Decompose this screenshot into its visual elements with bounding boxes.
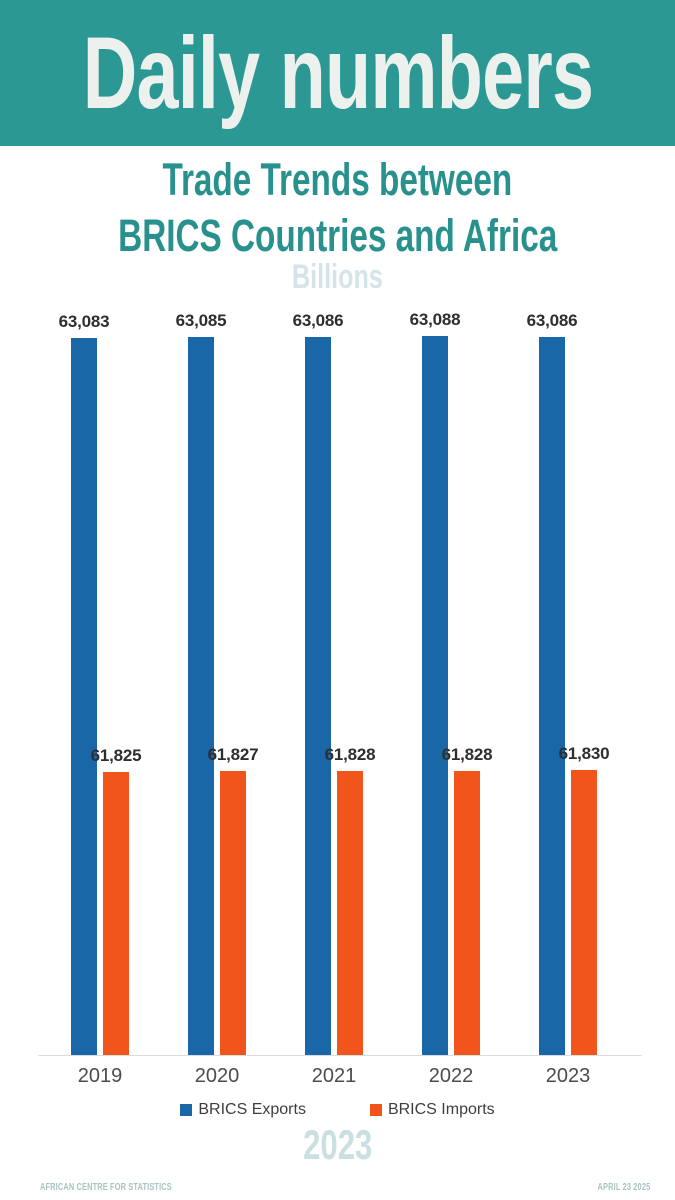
x-axis-labels: 2019 2020 2021 2022 2023 [40, 1064, 640, 1090]
chart-title-line1-text: Trade Trends between [162, 154, 513, 205]
bar-brics-exports-2021 [305, 337, 331, 1056]
x-axis-label-2020: 2020 [194, 1065, 240, 1087]
bar-brics-imports-2019 [103, 772, 129, 1056]
x-axis-baseline [38, 1055, 642, 1056]
bar-brics-imports-2020 [220, 771, 246, 1056]
bar-value-label-2022-imports: 61,828 [441, 745, 493, 764]
bar-brics-exports-2020 [188, 337, 214, 1056]
bar-value-label-2023-imports: 61,830 [558, 744, 610, 763]
x-axis-label-2022: 2022 [428, 1065, 474, 1087]
bar-brics-imports-2021 [337, 771, 363, 1056]
legend-label-exports: BRICS Exports [198, 1101, 306, 1118]
header-band: Daily numbers [0, 0, 675, 146]
legend-swatch-imports-icon [369, 1104, 382, 1116]
chart-title-line2-text: BRICS Countries and Africa [117, 210, 558, 261]
bar-value-label-2022-exports: 63,088 [409, 310, 461, 329]
bar-value-label-2019-imports: 61,825 [90, 746, 142, 765]
bar-value-label-2020-imports: 61,827 [207, 745, 259, 764]
bar-brics-exports-2023 [539, 337, 565, 1056]
footer-source-text: AFRICAN CENTRE FOR STATISTICS [40, 1182, 172, 1193]
big-year-watermark: 2023 [0, 1122, 675, 1168]
footer-date: APRIL 23 2025 [579, 1182, 650, 1193]
legend-item-imports: BRICS Imports [369, 1101, 495, 1119]
bar-chart-plot-area: 63,083 61,825 63,085 61,827 63,086 61,828 63,0… [40, 263, 640, 1056]
bar-value-label-2020-exports: 63,085 [175, 311, 227, 330]
chart-legend: BRICS Exports BRICS Imports [0, 1101, 675, 1119]
chart-title-line1: Trade Trends between [0, 152, 675, 208]
bar-brics-imports-2022 [454, 771, 480, 1056]
x-axis-label-2021: 2021 [311, 1065, 357, 1087]
footer-date-text: APRIL 23 2025 [597, 1182, 650, 1193]
bar-brics-exports-2022 [422, 336, 448, 1056]
x-axis-label-2019: 2019 [77, 1065, 123, 1087]
footer-source: AFRICAN CENTRE FOR STATISTICS [40, 1182, 218, 1193]
units-text: Billions [292, 258, 383, 296]
x-axis-label-2023: 2023 [545, 1065, 591, 1087]
page-title: Daily numbers [82, 16, 593, 130]
big-year-text: 2023 [302, 1121, 373, 1168]
bar-value-label-2021-exports: 63,086 [292, 311, 344, 330]
bar-brics-imports-2023 [571, 770, 597, 1056]
legend-swatch-exports-icon [180, 1104, 193, 1116]
bar-value-label-2021-imports: 61,828 [324, 745, 376, 764]
chart-title: Trade Trends between BRICS Countries and… [0, 152, 675, 264]
legend-item-exports: BRICS Exports [180, 1101, 306, 1119]
chart-title-line2: BRICS Countries and Africa [0, 208, 675, 264]
bar-brics-exports-2019 [71, 338, 97, 1056]
legend-label-imports: BRICS Imports [387, 1101, 495, 1118]
bar-value-label-2019-exports: 63,083 [58, 312, 110, 331]
y-axis-units-label: Billions [0, 258, 675, 296]
bar-value-label-2023-exports: 63,086 [526, 311, 578, 330]
